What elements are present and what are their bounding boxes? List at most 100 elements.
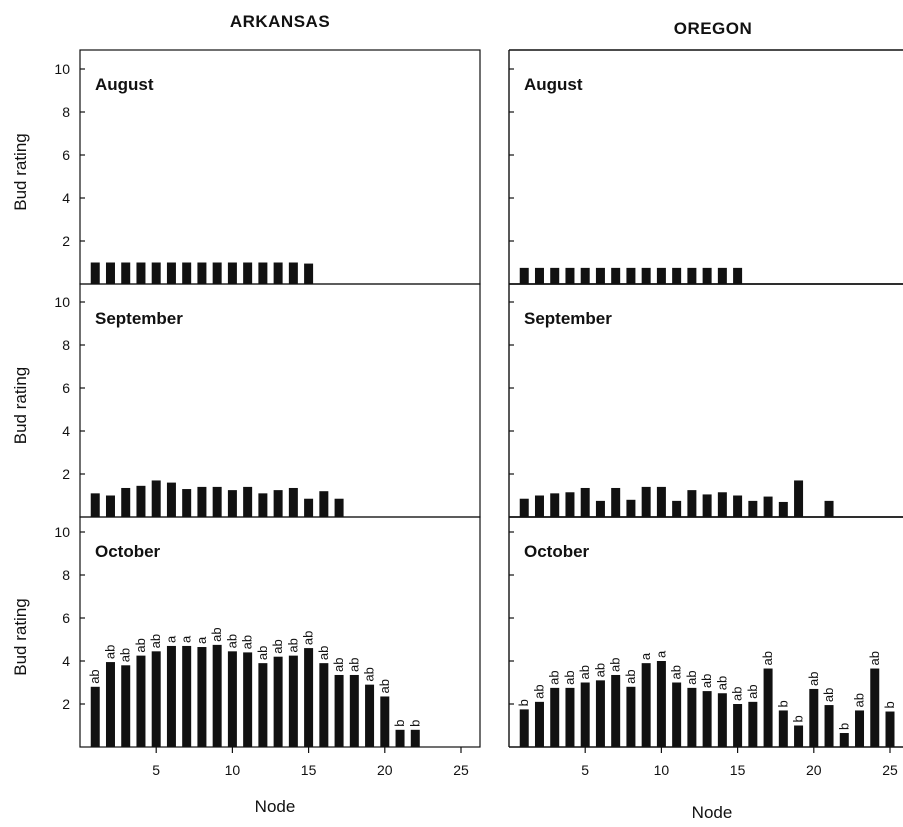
bar <box>748 500 758 517</box>
bar <box>166 482 176 517</box>
bar <box>809 688 819 747</box>
bar <box>595 500 605 517</box>
panel-title: October <box>95 542 161 561</box>
column-title: ARKANSAS <box>230 12 330 31</box>
y-tick-label: 2 <box>62 233 70 249</box>
bar <box>794 725 804 747</box>
bar-significance-label: ab <box>562 670 577 684</box>
bar <box>182 645 192 747</box>
bar-significance-label: ab <box>270 639 285 653</box>
bar <box>121 262 131 284</box>
bar <box>304 498 314 517</box>
bar <box>641 267 651 284</box>
x-axis-label: Node <box>255 797 296 816</box>
bar <box>702 267 712 284</box>
bar-significance-label: ab <box>821 688 836 702</box>
bar-significance-label: b <box>791 715 806 722</box>
bar-significance-label: ab <box>362 667 377 681</box>
bar <box>151 262 161 284</box>
x-tick-label: 15 <box>730 762 746 778</box>
y-tick-label: 6 <box>62 380 70 396</box>
y-axis-label: Bud rating <box>11 598 30 676</box>
bar <box>319 491 329 517</box>
bar <box>304 263 314 284</box>
bar-significance-label: ab <box>684 670 699 684</box>
bar <box>702 494 712 517</box>
y-tick-label: 6 <box>62 147 70 163</box>
bar <box>550 687 560 747</box>
bar-significance-label: ab <box>331 658 346 672</box>
bar <box>227 651 237 747</box>
bar <box>778 501 788 517</box>
bar <box>90 686 100 747</box>
bar <box>380 696 390 747</box>
bar <box>410 729 420 747</box>
bar <box>212 486 222 517</box>
bar <box>595 267 605 284</box>
bar <box>319 663 329 747</box>
bar-significance-label: ab <box>806 671 821 685</box>
bar <box>656 267 666 284</box>
x-tick-label: 20 <box>377 762 393 778</box>
bar-significance-label: ab <box>102 645 117 659</box>
bar-significance-label: ab <box>285 638 300 652</box>
bar <box>733 267 743 284</box>
x-tick-label: 25 <box>882 762 898 778</box>
bar-significance-label: b <box>882 701 897 708</box>
bar <box>151 651 161 747</box>
bar <box>672 500 682 517</box>
bar-significance-label: b <box>516 699 531 706</box>
x-tick-label: 10 <box>654 762 670 778</box>
bar-significance-label: ab <box>730 687 745 701</box>
bar-significance-label: ab <box>867 651 882 665</box>
bar <box>197 647 207 747</box>
bar-significance-label: ab <box>577 665 592 679</box>
bar <box>565 267 575 284</box>
bar <box>197 486 207 517</box>
bar <box>273 262 283 284</box>
bar-significance-label: a <box>194 636 209 644</box>
bar-significance-label: ab <box>531 684 546 698</box>
bar-significance-label: ab <box>301 631 316 645</box>
bar-significance-label: ab <box>699 674 714 688</box>
bar-significance-label: b <box>392 720 407 727</box>
bar <box>717 267 727 284</box>
y-axis-label: Bud rating <box>11 367 30 445</box>
bar <box>105 662 115 747</box>
bar-significance-label: a <box>179 635 194 643</box>
bar-significance-label: ab <box>592 663 607 677</box>
bar <box>672 682 682 747</box>
bar-significance-label: ab <box>745 684 760 698</box>
bar <box>243 652 253 747</box>
bar <box>90 493 100 517</box>
bar <box>580 487 590 517</box>
bar <box>197 262 207 284</box>
x-axis-label: Node <box>692 803 733 822</box>
bar-significance-label: ab <box>209 627 224 641</box>
bar <box>519 709 529 747</box>
bar <box>611 487 621 517</box>
bar <box>717 693 727 747</box>
bar-significance-label: ab <box>760 651 775 665</box>
bar <box>763 668 773 747</box>
panel-title: August <box>95 75 154 94</box>
bar <box>166 262 176 284</box>
bar <box>794 480 804 517</box>
x-tick-label: 10 <box>225 762 241 778</box>
bar <box>212 644 222 747</box>
bar-significance-label: ab <box>623 669 638 683</box>
bar <box>151 480 161 517</box>
bar <box>824 705 834 747</box>
panel-title: September <box>524 309 612 328</box>
y-tick-label: 2 <box>62 466 70 482</box>
bar-significance-label: ab <box>316 646 331 660</box>
bar <box>550 493 560 517</box>
bar-significance-label: ab <box>87 669 102 683</box>
bar <box>595 680 605 747</box>
x-tick-label: 20 <box>806 762 822 778</box>
bar-significance-label: ab <box>346 658 361 672</box>
bar <box>288 262 298 284</box>
bar <box>534 495 544 517</box>
x-tick-label: 5 <box>581 762 589 778</box>
bar <box>519 498 529 517</box>
